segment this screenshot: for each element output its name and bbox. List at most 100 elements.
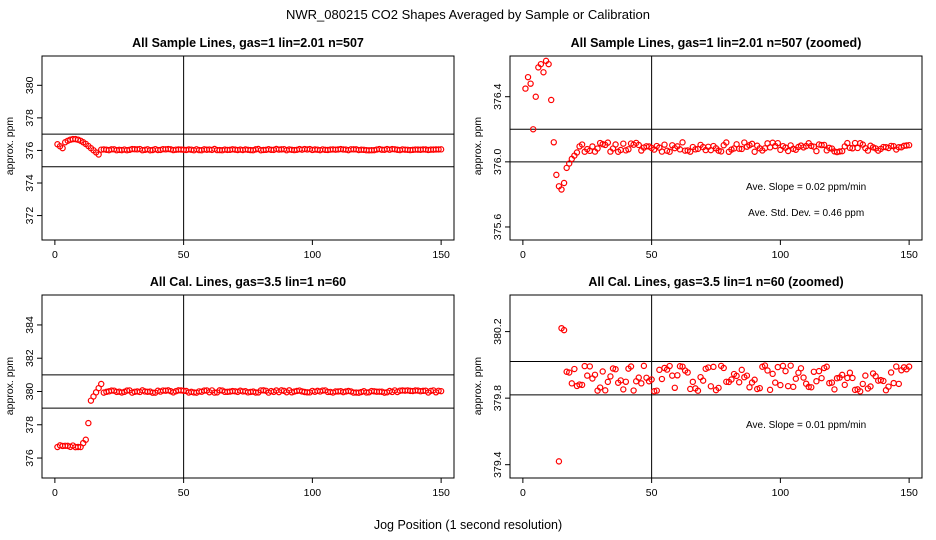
data-point: [815, 367, 823, 375]
annotation: Ave. Std. Dev. = 0.46 ppm: [748, 208, 864, 219]
data-point: [831, 386, 838, 393]
data-point: [774, 363, 782, 371]
data-point: [733, 372, 740, 380]
panel-sample-lines-zoomed: All Sample Lines, gas=1 lin=2.01 n=507 (…: [472, 36, 923, 261]
data-point: [581, 362, 588, 370]
y-tick-label: 378: [24, 109, 36, 127]
data-point: [635, 374, 642, 381]
data-point: [537, 60, 545, 68]
data-point: [658, 148, 666, 155]
data-point: [738, 366, 745, 374]
data-point: [790, 383, 797, 391]
data-point: [787, 362, 794, 369]
x-tick-label: 150: [432, 249, 450, 261]
data-point: [95, 151, 102, 158]
data-point: [529, 126, 537, 133]
data-point: [578, 381, 586, 389]
annotation: Ave. Slope = 0.01 ppm/min: [746, 420, 866, 431]
x-tick-label: 150: [432, 487, 450, 499]
data-point: [692, 146, 699, 153]
data-point: [777, 381, 784, 389]
data-point: [573, 149, 581, 156]
y-tick-label: 376: [24, 142, 36, 160]
x-tick-label: 0: [520, 249, 526, 261]
data-point: [612, 141, 619, 148]
data-point: [602, 387, 609, 394]
figure-title: NWR_080215 CO2 Shapes Averaged by Sample…: [286, 7, 650, 22]
data-point: [599, 368, 606, 375]
data-point: [622, 378, 630, 386]
data-point: [620, 140, 627, 147]
data-point: [566, 160, 573, 167]
data-point: [666, 362, 673, 370]
x-tick-label: 0: [52, 487, 58, 499]
y-tick-label: 382: [24, 349, 36, 367]
data-point: [782, 367, 789, 375]
data-point: [903, 142, 910, 149]
y-axis-label: approx. ppm: [472, 117, 484, 176]
data-point: [699, 377, 707, 384]
x-tick-label: 0: [52, 249, 58, 261]
data-point: [818, 141, 825, 149]
data-point: [808, 384, 815, 391]
data-point: [532, 93, 539, 100]
data-point: [717, 148, 725, 155]
data-point: [74, 443, 82, 451]
y-tick-label: 380: [24, 383, 36, 401]
panel-title: All Sample Lines, gas=1 lin=2.01 n=507 (…: [571, 36, 862, 50]
y-tick-label: 380.2: [492, 318, 504, 344]
data-point: [98, 380, 105, 388]
panel-title: All Cal. Lines, gas=3.5 lin=1 n=60 (zoom…: [588, 275, 843, 289]
y-tick-label: 378: [24, 416, 36, 434]
data-point: [766, 386, 774, 394]
x-tick-label: 100: [304, 249, 322, 261]
data-point: [687, 148, 694, 155]
data-point: [85, 419, 92, 427]
y-tick-label: 374: [24, 174, 36, 192]
data-point: [260, 387, 267, 394]
data-point: [560, 179, 568, 187]
panel-title: All Sample Lines, gas=1 lin=2.01 n=507: [132, 36, 364, 50]
data-point: [880, 377, 887, 385]
x-tick-label: 50: [646, 487, 658, 499]
data-point: [607, 373, 614, 380]
data-point: [813, 147, 820, 155]
data-point: [555, 458, 563, 465]
y-tick-label: 376.4: [492, 83, 504, 109]
x-tick-label: 50: [178, 249, 190, 261]
data-point: [851, 139, 859, 147]
y-axis-label: approx. ppm: [4, 357, 16, 416]
data-point: [550, 139, 557, 146]
data-point: [576, 381, 583, 388]
data-point: [833, 374, 841, 382]
data-point: [792, 375, 800, 382]
data-point: [905, 141, 913, 149]
data-point: [527, 80, 534, 87]
data-point: [859, 380, 866, 388]
y-tick-label: 376.0: [492, 149, 504, 175]
plot-frame: [41, 55, 455, 241]
data-point: [604, 378, 612, 386]
data-point: [149, 389, 156, 396]
y-axis-label: approx. ppm: [472, 357, 484, 416]
data-point: [596, 384, 604, 391]
data-point: [893, 363, 900, 370]
data-point: [648, 376, 655, 383]
data-point: [784, 382, 792, 390]
data-point: [676, 363, 684, 370]
data-point: [630, 387, 637, 394]
data-point: [844, 374, 851, 382]
x-tick-label: 150: [900, 249, 918, 261]
data-point: [666, 148, 673, 155]
data-point: [627, 363, 635, 370]
y-tick-label: 375.6: [492, 214, 504, 240]
data-point: [545, 60, 552, 68]
data-point: [862, 372, 869, 379]
data-point: [586, 363, 594, 370]
data-point: [589, 143, 596, 150]
data-point: [797, 365, 805, 372]
data-point: [566, 369, 573, 376]
y-tick-label: 379.4: [492, 451, 504, 477]
data-point: [522, 85, 529, 92]
data-point: [887, 369, 895, 376]
